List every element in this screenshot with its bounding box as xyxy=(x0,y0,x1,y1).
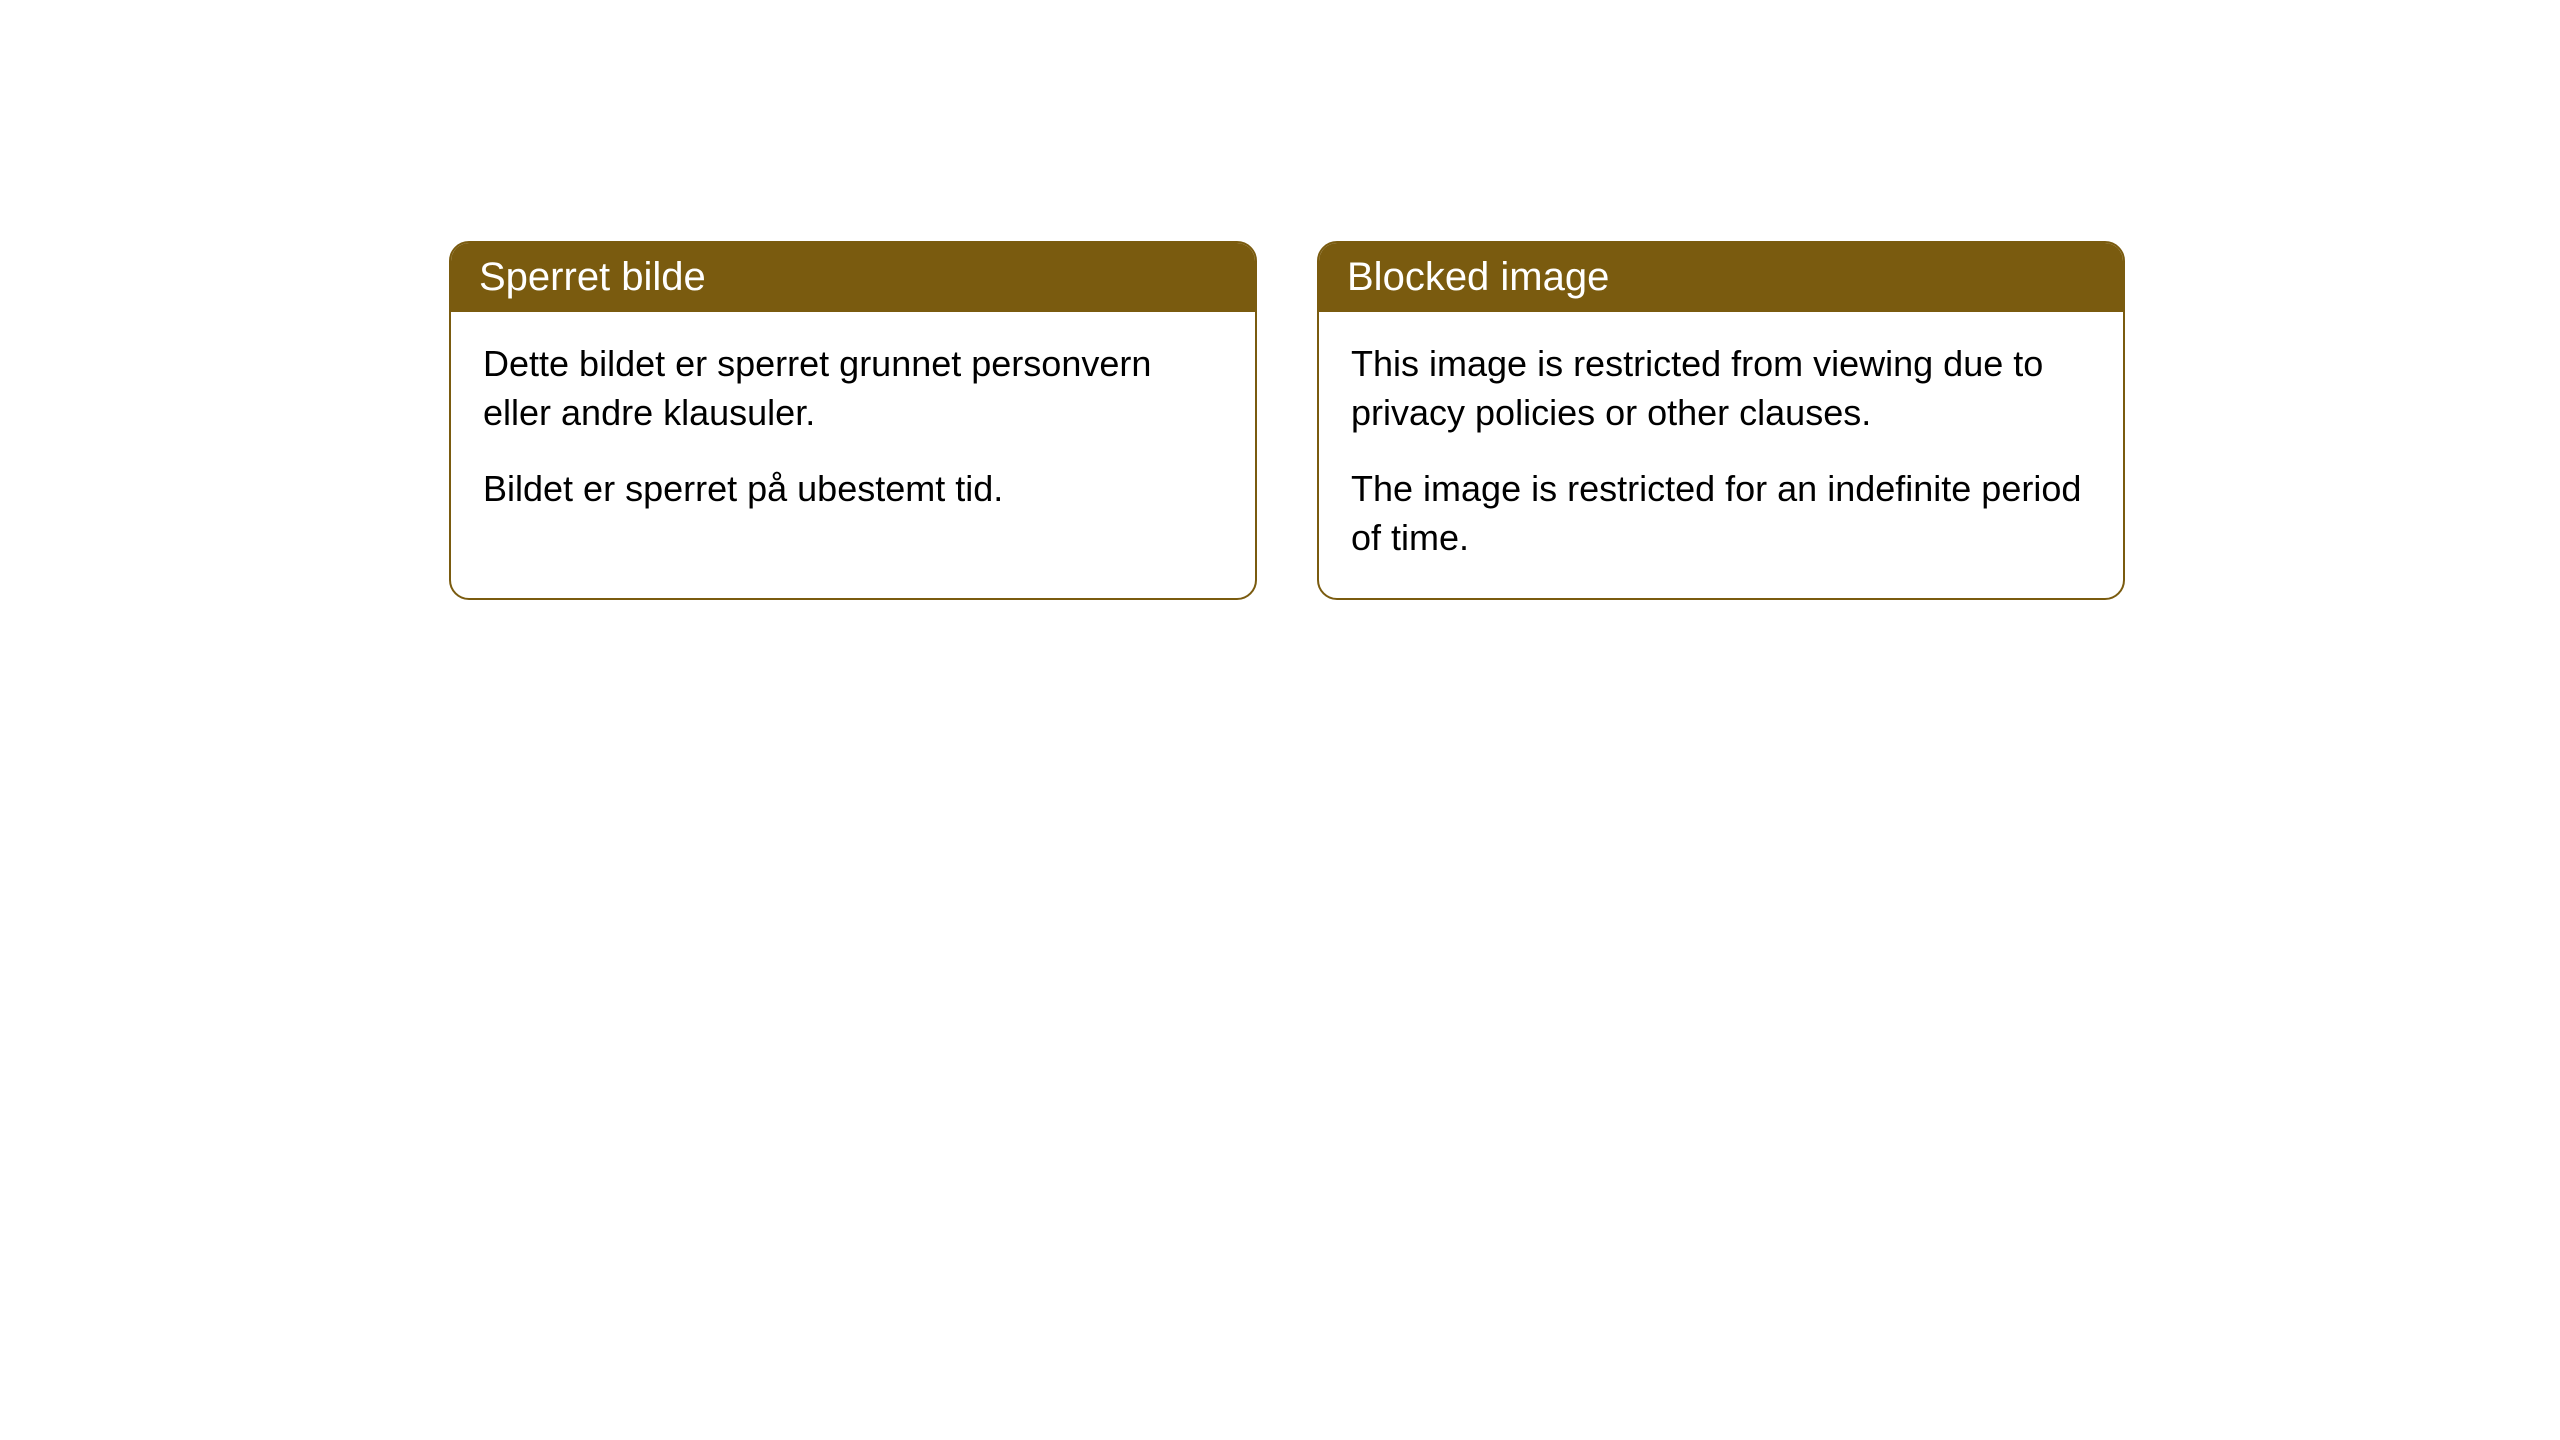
card-title-no: Sperret bilde xyxy=(479,255,706,299)
card-header-no: Sperret bilde xyxy=(451,243,1255,312)
card-paragraph-en-2: The image is restricted for an indefinit… xyxy=(1351,465,2091,562)
card-title-en: Blocked image xyxy=(1347,255,1609,299)
card-body-no: Dette bildet er sperret grunnet personve… xyxy=(451,312,1255,550)
card-body-en: This image is restricted from viewing du… xyxy=(1319,312,2123,598)
blocked-image-card-en: Blocked image This image is restricted f… xyxy=(1317,241,2125,600)
card-header-en: Blocked image xyxy=(1319,243,2123,312)
card-paragraph-no-1: Dette bildet er sperret grunnet personve… xyxy=(483,340,1223,437)
cards-container: Sperret bilde Dette bildet er sperret gr… xyxy=(449,241,2125,600)
blocked-image-card-no: Sperret bilde Dette bildet er sperret gr… xyxy=(449,241,1257,600)
card-paragraph-no-2: Bildet er sperret på ubestemt tid. xyxy=(483,465,1223,514)
card-paragraph-en-1: This image is restricted from viewing du… xyxy=(1351,340,2091,437)
